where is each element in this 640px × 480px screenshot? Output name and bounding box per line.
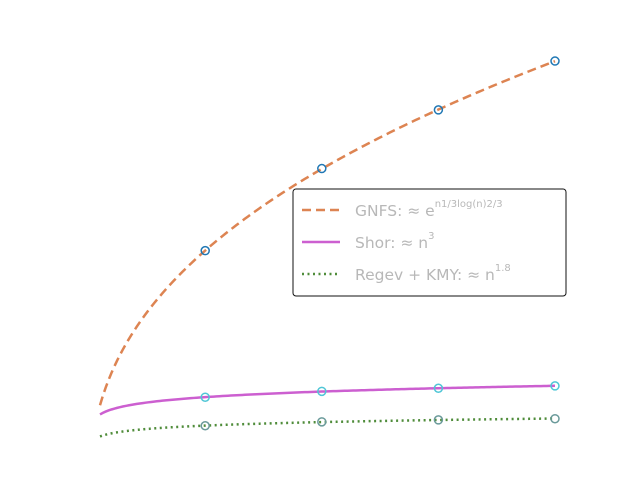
legend-label-shor: Shor: ≈ n3 [355, 231, 435, 252]
data-point-shor [317, 386, 327, 397]
plot-lines [98, 60, 556, 438]
data-point-regev [200, 421, 210, 431]
series-line-shor [99, 384, 556, 416]
data-point-shor [433, 383, 444, 393]
data-point-gnfs [550, 56, 560, 66]
data-point-regev [317, 417, 327, 427]
data-point-shor [200, 392, 210, 402]
legend-label-regev: Regev + KMY: ≈ n1.8 [355, 263, 511, 284]
data-point-regev [550, 413, 560, 424]
series-line-gnfs [98, 60, 556, 406]
legend: GNFS: ≈ en1/3log(n)2/3 Shor: ≈ n3 Regev … [292, 188, 567, 297]
legend-frame [292, 188, 567, 297]
plot-markers [200, 56, 560, 431]
data-point-gnfs [433, 105, 444, 115]
data-point-regev [433, 415, 444, 425]
data-point-shor [550, 381, 560, 391]
legend-label-gnfs: GNFS: ≈ en1/3log(n)2/3 [355, 199, 503, 220]
series-line-regev [99, 417, 556, 438]
data-point-gnfs [200, 245, 210, 256]
data-point-gnfs [317, 163, 327, 174]
